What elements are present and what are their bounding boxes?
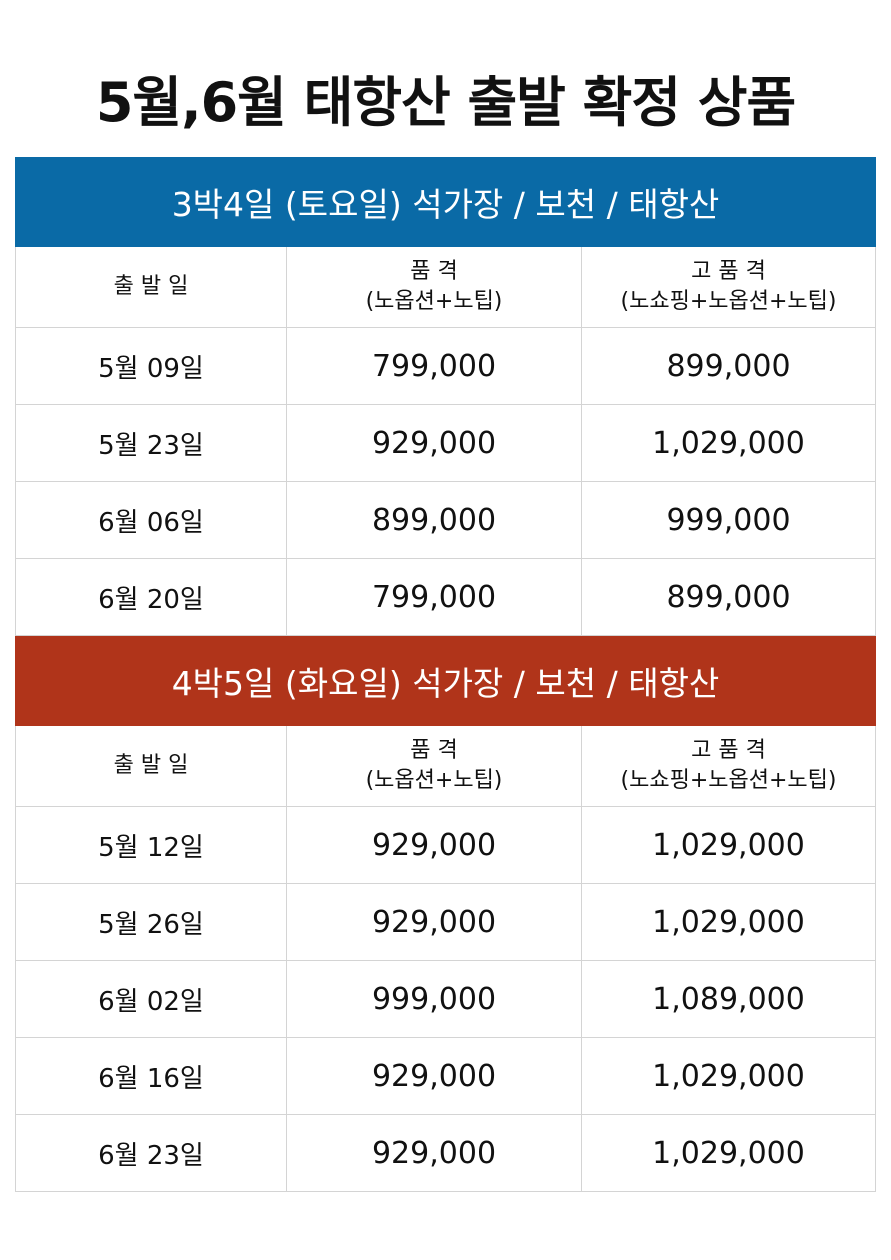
section-header: 3박4일 (토요일) 석가장 / 보천 / 태항산 [15,157,876,247]
date-cell: 5월 12일 [15,807,286,883]
column-header-line: (노쇼핑+노옵션+노팁) [620,289,837,314]
column-header-line: (노쇼핑+노옵션+노팁) [620,768,837,793]
price-cell: 999,000 [581,482,876,558]
column-header-line: 출 발 일 [113,274,189,299]
date-cell: 5월 26일 [15,884,286,960]
table-row: 5월 09일 799,000 899,000 [15,328,876,405]
column-header: 품 격 (노옵션+노팁) [286,247,581,327]
column-header: 고 품 격 (노쇼핑+노옵션+노팁) [581,726,876,806]
date-cell: 6월 20일 [15,559,286,635]
column-header: 출 발 일 [15,726,286,806]
table-row: 6월 23일 929,000 1,029,000 [15,1115,876,1192]
date-cell: 6월 23일 [15,1115,286,1191]
price-cell: 799,000 [286,559,581,635]
table-row: 5월 23일 929,000 1,029,000 [15,405,876,482]
date-cell: 6월 06일 [15,482,286,558]
column-header-line: 고 품 격 [691,259,766,284]
price-cell: 929,000 [286,405,581,481]
date-cell: 6월 02일 [15,961,286,1037]
table-row: 6월 20일 799,000 899,000 [15,559,876,636]
price-cell: 899,000 [581,328,876,404]
column-header: 출 발 일 [15,247,286,327]
price-cell: 1,029,000 [581,884,876,960]
page-title: 5월,6월 태항산 출발 확정 상품 [95,71,796,134]
column-header: 고 품 격 (노쇼핑+노옵션+노팁) [581,247,876,327]
column-header-row: 출 발 일 품 격 (노옵션+노팁) 고 품 격 (노쇼핑+노옵션+노팁) [15,726,876,807]
price-cell: 1,029,000 [581,807,876,883]
section-header: 4박5일 (화요일) 석가장 / 보천 / 태항산 [15,636,876,726]
price-cell: 929,000 [286,1115,581,1191]
price-cell: 1,029,000 [581,405,876,481]
column-header: 품 격 (노옵션+노팁) [286,726,581,806]
table-row: 6월 02일 999,000 1,089,000 [15,961,876,1038]
date-cell: 6월 16일 [15,1038,286,1114]
price-cell: 929,000 [286,884,581,960]
column-header-line: (노옵션+노팁) [365,768,503,793]
price-cell: 799,000 [286,328,581,404]
table-row: 5월 26일 929,000 1,029,000 [15,884,876,961]
column-header-line: 출 발 일 [113,753,189,778]
column-header-line: (노옵션+노팁) [365,289,503,314]
price-cell: 929,000 [286,1038,581,1114]
price-cell: 929,000 [286,807,581,883]
price-cell: 1,029,000 [581,1038,876,1114]
column-header-line: 품 격 [410,738,458,763]
column-header-line: 품 격 [410,259,458,284]
date-cell: 5월 23일 [15,405,286,481]
price-cell: 899,000 [581,559,876,635]
date-cell: 5월 09일 [15,328,286,404]
table-row: 6월 16일 929,000 1,029,000 [15,1038,876,1115]
price-cell: 899,000 [286,482,581,558]
table-row: 5월 12일 929,000 1,029,000 [15,807,876,884]
column-header-line: 고 품 격 [691,738,766,763]
price-cell: 999,000 [286,961,581,1037]
column-header-row: 출 발 일 품 격 (노옵션+노팁) 고 품 격 (노쇼핑+노옵션+노팁) [15,247,876,328]
table-row: 6월 06일 899,000 999,000 [15,482,876,559]
price-cell: 1,029,000 [581,1115,876,1191]
price-cell: 1,089,000 [581,961,876,1037]
